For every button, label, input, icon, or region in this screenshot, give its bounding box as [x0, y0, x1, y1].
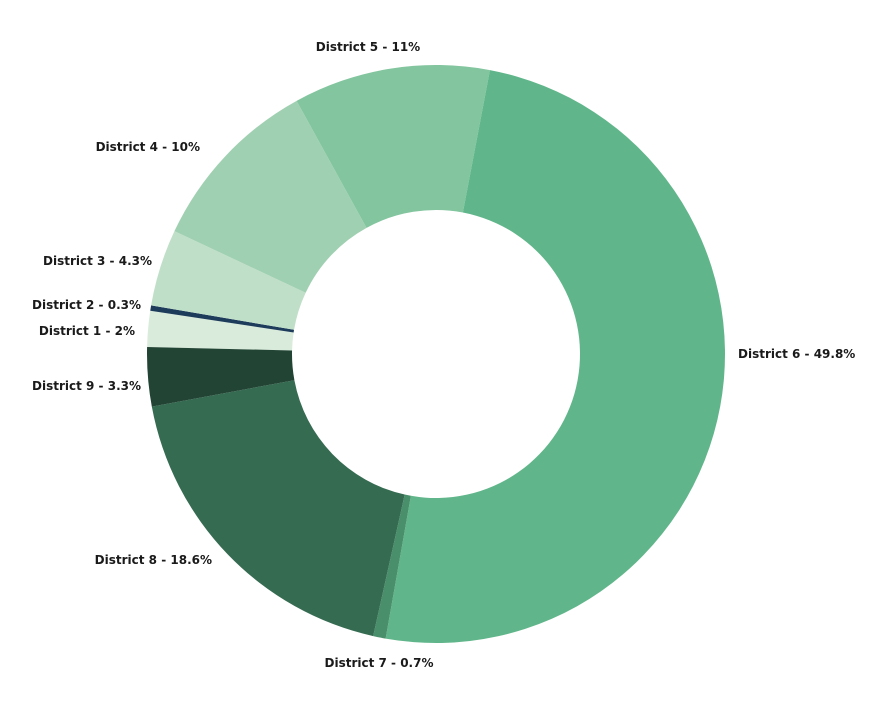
slices-group — [147, 65, 726, 644]
slice-district-9 — [147, 346, 295, 407]
label-district-5: District 5 - 11% — [316, 40, 420, 54]
slice-district-2 — [150, 305, 295, 333]
label-district-2: District 2 - 0.3% — [32, 298, 141, 312]
label-district-1: District 1 - 2% — [39, 324, 135, 338]
slice-district-3 — [151, 231, 306, 330]
label-district-4: District 4 - 10% — [96, 140, 200, 154]
label-district-9: District 9 - 3.3% — [32, 379, 141, 393]
label-district-3: District 3 - 4.3% — [43, 254, 152, 268]
label-district-8: District 8 - 18.6% — [95, 553, 212, 567]
slice-district-4 — [174, 100, 367, 293]
slice-district-5 — [296, 65, 490, 228]
slice-district-7 — [373, 494, 411, 639]
label-district-6: District 6 - 49.8% — [738, 347, 855, 361]
slice-district-6 — [385, 70, 726, 644]
slice-district-1 — [147, 310, 294, 351]
slice-district-8 — [151, 380, 405, 637]
labels-group: District 1 - 2% District 2 - 0.3% District… — [32, 40, 855, 670]
label-district-7: District 7 - 0.7% — [325, 656, 434, 670]
